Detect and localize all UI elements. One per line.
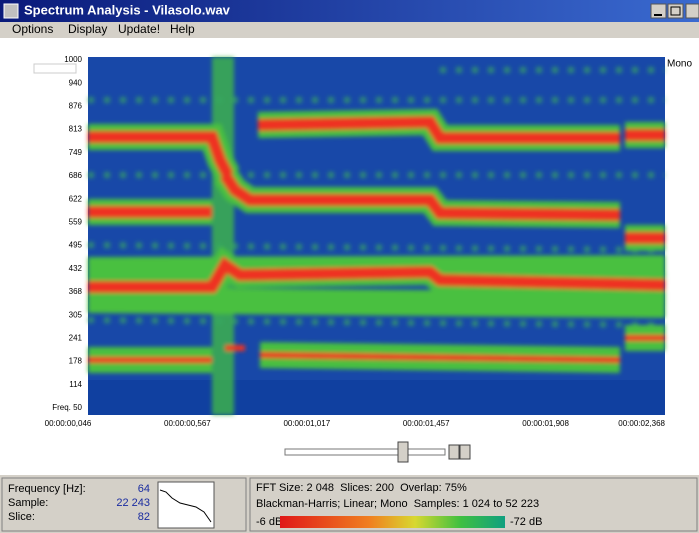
y-label: 622 <box>69 194 83 203</box>
scale-max: -72 dB <box>510 516 542 528</box>
menu-item[interactable]: Options <box>12 22 53 36</box>
slider-track[interactable] <box>285 449 445 455</box>
scale-min: -6 dB <box>256 516 282 528</box>
field-value: 64 <box>138 483 150 495</box>
spectrogram-low <box>88 380 665 415</box>
field-value: 22 243 <box>116 497 150 509</box>
window: Spectrum Analysis - Vilasolo.wav Options… <box>0 0 699 533</box>
x-label: 00:00:01,908 <box>522 419 569 428</box>
y-label: 368 <box>69 287 83 296</box>
step-left[interactable] <box>449 445 459 459</box>
y-label: 749 <box>69 148 83 157</box>
y-label: Freq. 50 <box>52 403 82 412</box>
info-line: Blackman-Harris; Linear; Mono Samples: 1… <box>256 498 539 510</box>
menu-item[interactable]: Help <box>170 22 195 36</box>
y-label: 432 <box>69 264 83 273</box>
y-label: 686 <box>69 171 83 180</box>
x-label: 00:00:02,368 <box>618 419 665 428</box>
transient-column <box>212 57 234 415</box>
field-label: Slice: <box>8 511 35 523</box>
menu-item[interactable]: Display <box>68 22 107 36</box>
close-button[interactable] <box>686 4 699 18</box>
step-right[interactable] <box>460 445 470 459</box>
y-label: 178 <box>69 357 83 366</box>
x-label: 00:00:01,017 <box>283 419 330 428</box>
spectrogram <box>88 57 665 415</box>
field-label: Sample: <box>8 497 48 509</box>
channel-label: Mono <box>667 59 692 70</box>
y-label: 241 <box>69 334 83 343</box>
window-title: Spectrum Analysis - Vilasolo.wav <box>24 2 231 17</box>
y-label: 876 <box>69 102 83 111</box>
y-label: 559 <box>69 218 83 227</box>
menu-item[interactable]: Update! <box>118 22 160 36</box>
y-label: 114 <box>69 380 82 389</box>
y-label: 813 <box>69 125 83 134</box>
x-label: 00:00:01,457 <box>403 419 450 428</box>
y-label: 305 <box>69 310 83 319</box>
field-value: 82 <box>138 511 150 523</box>
y-label: 495 <box>69 241 83 250</box>
y-label: 940 <box>69 78 83 87</box>
field-label: Frequency [Hz]: <box>8 483 86 495</box>
info-line: FFT Size: 2 048 Slices: 200 Overlap: 75% <box>256 482 467 494</box>
page: Spectrum Analysis - Vilasolo.wav Options… <box>0 0 699 533</box>
marker-box <box>34 64 76 73</box>
maximize-button[interactable] <box>668 4 683 18</box>
x-label: 00:00:00,567 <box>164 419 211 428</box>
app-icon <box>4 4 18 18</box>
x-label: 00:00:00,046 <box>45 419 92 428</box>
slider-thumb[interactable] <box>398 442 408 462</box>
color-scale <box>280 516 505 528</box>
y-label: 1000 <box>64 55 82 64</box>
